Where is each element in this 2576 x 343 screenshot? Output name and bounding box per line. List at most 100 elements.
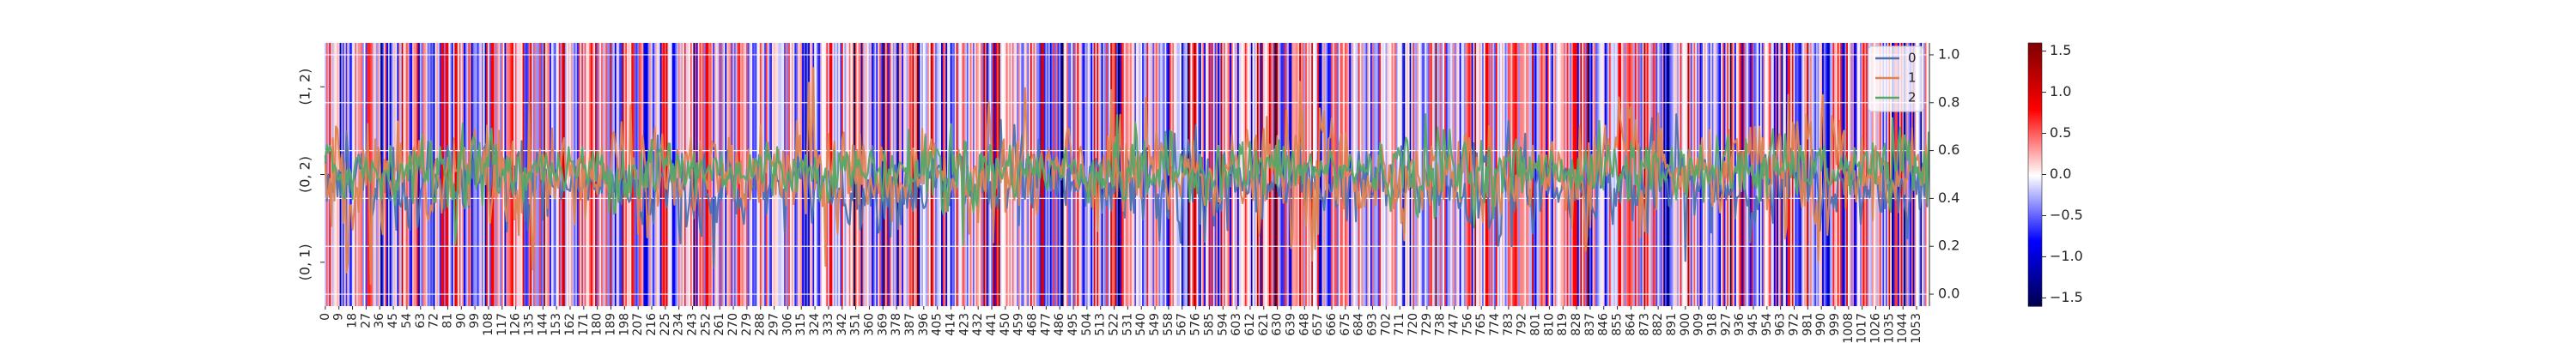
series-line-2 — [324, 113, 1930, 246]
heatmap-cell — [1675, 43, 1678, 306]
heatmap-cell — [1834, 43, 1837, 306]
colorbar-segment — [2028, 226, 2042, 231]
colorbar: 1.5 1.0 0.5 0.0 −0.5 −1.0 −1.5 — [2027, 42, 2083, 307]
heatmap-cell — [1828, 43, 1831, 306]
heatmap-cell — [1267, 43, 1270, 306]
heatmap-cell — [971, 43, 974, 306]
x-tick-label: 72 — [428, 313, 441, 328]
x-tick-label: 684 — [1352, 313, 1366, 336]
colorbar-tick-label: −1.5 — [2050, 289, 2083, 305]
x-tick-label: 576 — [1189, 313, 1203, 336]
heatmap-cell — [1893, 43, 1895, 306]
heatmap-cell — [1795, 43, 1797, 306]
heatmap-cell — [1419, 43, 1421, 306]
heatmap-cell — [532, 43, 535, 306]
x-tick-label: 90 — [454, 313, 468, 328]
heatmap-cell — [1248, 43, 1250, 306]
x-tick-label: 261 — [713, 313, 726, 336]
heatmap-cell — [568, 43, 570, 306]
x-tick-label: 216 — [645, 313, 659, 336]
colorbar-segment — [2028, 251, 2042, 255]
heatmap-cell — [902, 43, 904, 306]
x-tick-label: 567 — [1176, 313, 1189, 336]
heatmap-cell — [1272, 43, 1274, 306]
x-tick-label: 234 — [672, 313, 686, 336]
heatmap-cell — [1607, 43, 1610, 306]
heatmap-cell — [478, 43, 481, 306]
colorbar-segment — [2028, 187, 2042, 191]
heatmap-cell — [1463, 43, 1467, 306]
x-tick-label: 342 — [835, 313, 849, 336]
x-tick-label: 486 — [1053, 313, 1066, 336]
heatmap-cell — [1320, 43, 1322, 306]
heatmap-cell — [1282, 43, 1285, 306]
x-tick-label: 864 — [1624, 313, 1637, 336]
heatmap-cell — [1515, 43, 1517, 306]
colorbar-segment — [2028, 152, 2042, 156]
heatmap-cell — [395, 43, 398, 306]
x-tick-label: 882 — [1651, 313, 1665, 336]
heatmap-cell — [325, 43, 328, 306]
heatmap-cell — [1393, 43, 1395, 306]
heatmap-cell — [1385, 43, 1388, 306]
x-tick-label: 990 — [1814, 313, 1828, 336]
x-tick-label: 45 — [386, 313, 400, 328]
x-tick-label: 198 — [617, 313, 631, 336]
heatmap-cell — [1327, 43, 1330, 306]
heatmap-cell — [1285, 43, 1288, 306]
colorbar-segment — [2028, 174, 2042, 178]
x-tick-label: 873 — [1637, 313, 1651, 336]
colorbar-segment — [2028, 225, 2042, 228]
colorbar-segment — [2028, 71, 2042, 75]
colorbar-segment — [2028, 222, 2042, 226]
colorbar-segment — [2028, 95, 2042, 99]
heatmap-cell — [1160, 43, 1163, 306]
heatmap-cell — [838, 43, 841, 306]
x-tick-label: 900 — [1679, 313, 1692, 336]
colorbar-segment — [2028, 295, 2042, 298]
heatmap-cell — [868, 43, 871, 306]
colorbar-segment — [2028, 304, 2042, 307]
x-tick-label: 351 — [849, 313, 863, 336]
heatmap-cell — [1335, 43, 1338, 306]
heatmap-cell — [440, 43, 443, 306]
heatmap-cell — [1814, 43, 1817, 306]
colorbar-segment — [2028, 284, 2042, 287]
x-tick-label: 1017 — [1856, 313, 1869, 343]
heatmap-cell — [1483, 43, 1485, 306]
x-tick-label: 648 — [1297, 313, 1311, 336]
x-tick-label: 747 — [1448, 313, 1461, 336]
heatmap-cell — [1492, 43, 1495, 306]
x-tick-label: 432 — [971, 313, 985, 336]
colorbar-segment — [2028, 286, 2042, 290]
heatmap-cell — [538, 43, 540, 306]
x-tick-label: 504 — [1080, 313, 1094, 336]
x-tick-label: 711 — [1393, 313, 1406, 336]
right-y-axis: 0.0 0.2 0.4 0.6 0.8 1.0 — [1929, 43, 1959, 306]
heatmap-cell — [596, 43, 598, 306]
x-tick-label: 531 — [1121, 313, 1134, 336]
colorbar-segment — [2028, 172, 2042, 176]
x-tick-label: 621 — [1257, 313, 1271, 336]
colorbar-segment — [2028, 108, 2042, 111]
heatmap-cell — [557, 43, 560, 306]
heatmap-cell — [1488, 43, 1491, 306]
heatmap-cell — [489, 43, 491, 306]
x-tick-label: 594 — [1216, 313, 1230, 336]
heatmap-cell — [1447, 43, 1449, 306]
heatmap-cell — [1369, 43, 1371, 306]
colorbar-segment — [2028, 214, 2042, 217]
colorbar-segment — [2028, 146, 2042, 149]
colorbar-segment — [2028, 47, 2042, 51]
heatmap-cell — [1627, 43, 1630, 306]
colorbar-segment — [2028, 75, 2042, 79]
legend-label-0: 0 — [1908, 51, 1917, 66]
colorbar-segment — [2028, 292, 2042, 296]
colorbar-segment — [2028, 277, 2042, 280]
x-tick-label: 315 — [794, 313, 808, 336]
heatmap-cell — [880, 43, 883, 306]
heatmap-cell — [1507, 43, 1510, 306]
x-tick-label: 918 — [1705, 313, 1719, 336]
x-tick-label: 459 — [1012, 313, 1026, 336]
x-tick-label: 1053 — [1910, 313, 1923, 343]
